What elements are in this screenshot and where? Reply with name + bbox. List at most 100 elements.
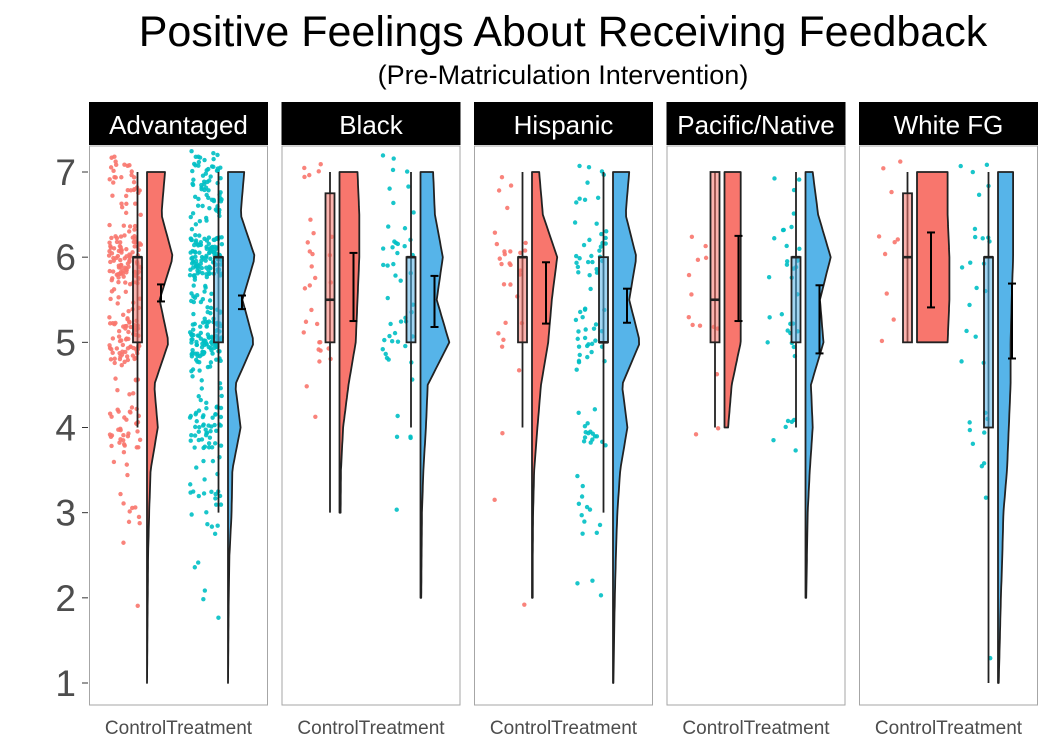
data-point (387, 333, 392, 339)
data-point (197, 359, 202, 365)
data-point (115, 253, 121, 259)
data-point (585, 259, 591, 265)
data-point (106, 253, 112, 258)
density-cloud (419, 171, 451, 599)
density-cloud (997, 171, 1014, 684)
data-point (598, 593, 604, 598)
data-point (204, 406, 209, 411)
data-point (123, 210, 129, 216)
data-point (218, 385, 223, 391)
data-point (199, 386, 204, 391)
data-point (119, 205, 125, 210)
data-point (211, 150, 216, 156)
data-point (187, 272, 193, 278)
facet-strip (859, 102, 1038, 145)
data-point (206, 235, 212, 240)
data-point (581, 242, 587, 248)
data-point (518, 250, 523, 256)
data-point (202, 477, 207, 482)
data-point (386, 224, 391, 229)
data-point (208, 174, 213, 179)
data-point (203, 215, 209, 221)
data-point (129, 405, 135, 410)
data-point (190, 255, 195, 260)
x-tick-label: ControlTreatment (297, 718, 445, 739)
data-point (976, 192, 982, 198)
data-point (393, 273, 398, 278)
data-point (124, 201, 129, 207)
data-point (121, 432, 126, 438)
data-point (522, 602, 527, 607)
panel-plot-area (686, 171, 832, 599)
data-point (892, 240, 897, 245)
data-point (408, 434, 413, 439)
panel-plot-area (106, 149, 256, 684)
data-point (197, 218, 203, 224)
data-point (689, 234, 695, 240)
data-point (395, 250, 400, 256)
data-point (210, 458, 216, 464)
data-point (302, 286, 308, 291)
data-point (123, 193, 129, 199)
data-point (111, 258, 117, 263)
data-point (193, 250, 198, 255)
data-point (107, 240, 112, 245)
data-point (109, 235, 114, 241)
data-point (304, 384, 309, 389)
data-point (134, 445, 139, 450)
data-point (204, 323, 209, 329)
data-point (111, 168, 116, 174)
data-point (188, 413, 193, 419)
data-point (576, 358, 582, 364)
data-point (310, 251, 315, 257)
data-point (791, 211, 797, 216)
data-point (107, 177, 112, 182)
data-point (884, 291, 889, 296)
data-point (189, 227, 195, 232)
jitter-points (572, 163, 609, 598)
data-point (198, 324, 203, 329)
data-point (120, 312, 126, 318)
data-point (213, 412, 218, 417)
data-point (109, 443, 114, 449)
data-point (195, 263, 200, 269)
data-point (499, 174, 505, 180)
data-point (192, 565, 198, 570)
data-point (209, 291, 214, 296)
data-point (970, 441, 976, 447)
data-point (108, 296, 113, 302)
panel-border (666, 145, 846, 706)
data-point (964, 328, 969, 334)
data-point (791, 344, 797, 350)
data-point (959, 265, 965, 270)
data-point (203, 341, 209, 346)
data-point (218, 423, 223, 428)
data-point (121, 223, 127, 228)
data-point (574, 260, 579, 266)
data-point (573, 317, 579, 323)
data-point (116, 329, 122, 334)
data-point (492, 497, 497, 503)
data-point (582, 519, 587, 524)
data-point (200, 203, 205, 209)
data-point (595, 195, 601, 200)
data-point (127, 509, 132, 514)
data-point (590, 578, 595, 583)
box-iqr (983, 256, 994, 429)
data-point (122, 162, 127, 167)
data-point (603, 443, 608, 448)
data-point (107, 432, 113, 437)
group-treatment (380, 153, 451, 599)
data-point (207, 298, 213, 303)
data-point (690, 322, 695, 328)
x-tick-label: ControlTreatment (105, 718, 253, 739)
data-point (592, 407, 598, 412)
data-point (577, 163, 582, 169)
data-point (211, 164, 216, 170)
data-point (193, 424, 198, 430)
data-point (216, 615, 221, 620)
data-point (212, 422, 217, 428)
chart-subtitle: (Pre-Matriculation Intervention) (378, 60, 749, 90)
box-iqr (790, 256, 802, 344)
data-point (575, 336, 580, 342)
